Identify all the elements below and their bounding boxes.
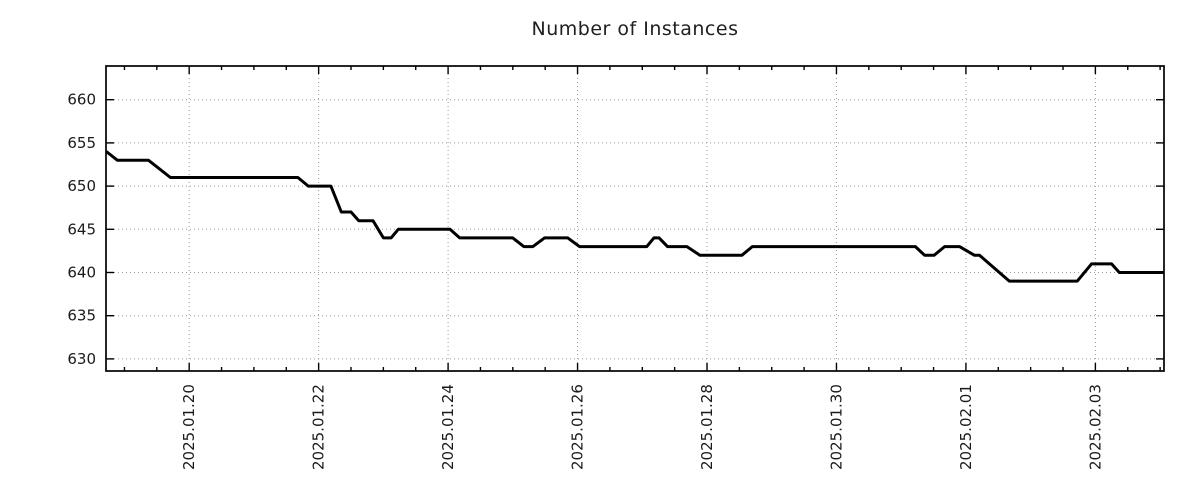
y-tick-label: 635 (67, 307, 96, 325)
x-tick-label: 2025.01.24 (439, 384, 457, 470)
y-tick-label: 650 (67, 177, 96, 195)
y-tick-label: 645 (67, 220, 96, 238)
x-tick-label: 2025.01.28 (698, 384, 716, 470)
y-tick-label: 660 (67, 91, 96, 109)
y-tick-label: 640 (67, 264, 96, 282)
x-tick-label: 2025.01.26 (569, 384, 587, 470)
x-tick-label: 2025.02.01 (957, 384, 975, 470)
plot-border (105, 65, 1165, 372)
chart-title: Number of Instances (531, 18, 739, 40)
x-tick-label: 2025.01.20 (180, 384, 198, 470)
y-tick-label: 655 (67, 134, 96, 152)
y-tick-label: 630 (67, 350, 96, 368)
x-tick-label: 2025.02.03 (1086, 384, 1104, 470)
series-line-instances (105, 150, 1164, 283)
x-tick-label: 2025.01.22 (310, 384, 328, 470)
x-tick-label: 2025.01.30 (827, 384, 845, 470)
